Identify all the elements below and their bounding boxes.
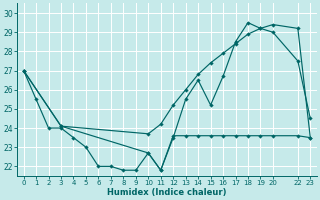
X-axis label: Humidex (Indice chaleur): Humidex (Indice chaleur) bbox=[107, 188, 227, 197]
